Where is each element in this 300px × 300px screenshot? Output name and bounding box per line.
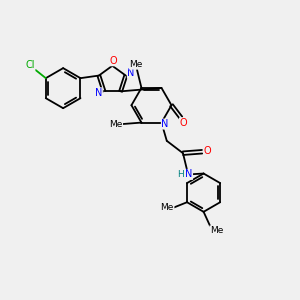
Text: Me: Me [210,226,223,235]
Text: N: N [161,119,169,129]
Text: O: O [179,118,187,128]
Text: Me: Me [160,203,174,212]
Text: Me: Me [129,60,142,69]
Text: N: N [185,169,193,179]
Text: Me: Me [109,120,123,129]
Text: N: N [128,68,135,78]
Text: O: O [203,146,211,156]
Text: O: O [110,56,118,66]
Text: Cl: Cl [26,61,35,70]
Text: N: N [95,88,102,98]
Text: H: H [178,170,184,179]
